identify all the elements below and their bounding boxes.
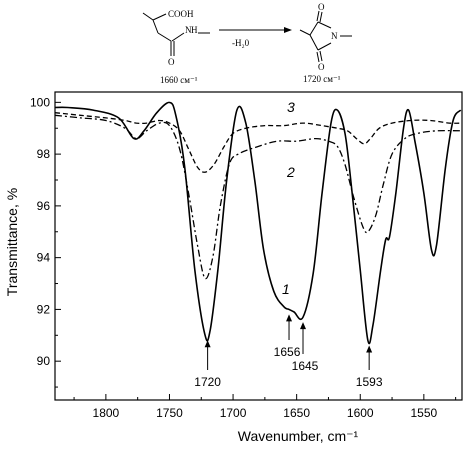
amide-o-label: O bbox=[168, 57, 175, 67]
series-layer bbox=[54, 101, 463, 345]
imide-o-top-label: O bbox=[318, 2, 325, 12]
peak-annotation-label: 1656 bbox=[274, 345, 301, 359]
peak-annotation-label: 1593 bbox=[356, 375, 383, 389]
series-label-2: 2 bbox=[286, 164, 295, 180]
amide-h-label: H bbox=[191, 25, 198, 35]
reactant-caption: 1660 см⁻¹ bbox=[160, 75, 198, 85]
x-tick-label: 1650 bbox=[283, 406, 310, 420]
reactant-structure bbox=[142, 12, 210, 56]
series-label-1: 1 bbox=[282, 281, 290, 297]
amide-n-label: N bbox=[185, 25, 192, 35]
annotation-arrowhead bbox=[286, 314, 293, 322]
y-tick-label: 98 bbox=[37, 147, 51, 161]
series-label-3: 3 bbox=[287, 99, 295, 115]
series-line-3 bbox=[54, 112, 463, 173]
y-tick-label: 96 bbox=[37, 199, 51, 213]
annotation-arrowhead bbox=[300, 322, 307, 330]
product-caption: 1720 см⁻¹ bbox=[303, 74, 341, 84]
series-line-1 bbox=[54, 101, 462, 345]
x-axis-title: Wavenumber, cm⁻¹ bbox=[238, 428, 359, 444]
peak-annotation-label: 1720 bbox=[194, 375, 221, 389]
cooh-label: COOH bbox=[168, 9, 194, 19]
x-tick-label: 1800 bbox=[93, 406, 120, 420]
x-tick-label: 1550 bbox=[410, 406, 437, 420]
x-tick-label: 1750 bbox=[156, 406, 183, 420]
plot-frame bbox=[54, 91, 463, 401]
peak-annotation-label: 1645 bbox=[292, 359, 319, 373]
series-line-2 bbox=[54, 114, 463, 280]
axis-ticks: 1800 1750 1700 1650 1600 1550 90 92 94 96 98 100 bbox=[30, 95, 457, 420]
x-tick-label: 1700 bbox=[220, 406, 247, 420]
y-axis-title: Transmittance, % bbox=[4, 188, 20, 296]
annotation-arrowhead bbox=[204, 340, 211, 348]
reaction-scheme: COOH N H O 1660 см⁻¹ -H₂0 O N O 1720 см⁻… bbox=[142, 2, 352, 85]
y-tick-label: 94 bbox=[37, 251, 51, 265]
annotation-arrowhead bbox=[366, 345, 373, 353]
y-tick-label: 90 bbox=[37, 354, 51, 368]
product-structure bbox=[299, 10, 352, 63]
reaction-arrow bbox=[219, 27, 292, 33]
reaction-conditions: -H₂0 bbox=[232, 38, 250, 48]
x-tick-label: 1600 bbox=[347, 406, 374, 420]
y-tick-label: 92 bbox=[37, 302, 51, 316]
imide-n-label: N bbox=[331, 31, 338, 41]
imide-o-bottom-label: O bbox=[318, 62, 325, 72]
y-tick-label: 100 bbox=[30, 95, 50, 109]
